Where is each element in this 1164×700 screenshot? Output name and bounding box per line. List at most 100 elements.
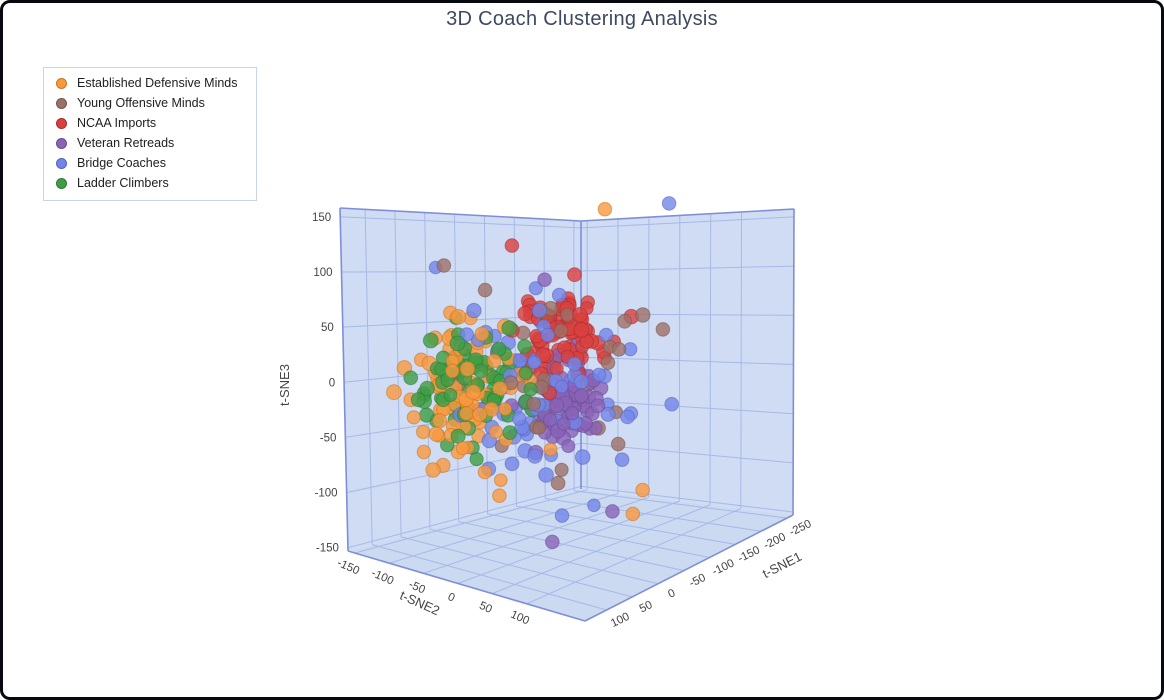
data-point[interactable] [428,426,444,442]
data-point[interactable] [425,462,441,478]
data-point[interactable] [587,498,601,513]
data-point[interactable] [549,361,564,376]
data-point[interactable] [543,412,558,427]
data-point[interactable] [574,388,589,404]
data-point[interactable] [518,366,534,381]
data-point[interactable] [526,396,542,412]
legend-item-0[interactable]: Established Defensive Minds [56,77,238,90]
data-point[interactable] [418,407,435,423]
data-point[interactable] [531,302,548,319]
data-point[interactable] [450,309,467,325]
data-point[interactable] [410,392,426,408]
data-point[interactable] [574,449,591,465]
data-point[interactable] [572,307,588,323]
data-point[interactable] [540,327,555,343]
data-point[interactable] [590,398,606,414]
data-point[interactable] [474,326,490,342]
data-point[interactable] [416,444,432,460]
legend-item-5[interactable]: Ladder Climbers [56,177,238,190]
data-point[interactable] [450,428,466,444]
data-point[interactable] [573,374,590,390]
data-point[interactable] [561,439,576,454]
data-point[interactable] [469,452,484,467]
data-point[interactable] [554,379,569,394]
data-point[interactable] [502,425,518,441]
data-point[interactable] [459,361,476,377]
data-point[interactable] [443,388,458,402]
data-point[interactable] [517,305,534,322]
data-point[interactable] [617,313,632,329]
data-points[interactable] [386,196,680,550]
data-point[interactable] [599,327,614,343]
data-point[interactable] [523,382,538,397]
data-point[interactable] [473,363,489,379]
data-point[interactable] [477,282,493,298]
data-point[interactable] [625,506,641,522]
data-point[interactable] [419,380,436,397]
data-point[interactable] [567,356,582,372]
data-point[interactable] [528,281,543,296]
data-point[interactable] [492,488,507,504]
legend-item-1[interactable]: Young Offensive Minds [56,97,238,110]
data-point[interactable] [422,332,439,349]
data-point[interactable] [556,417,571,431]
data-point[interactable] [543,442,558,457]
data-point[interactable] [537,272,552,288]
data-point[interactable] [573,322,590,338]
data-point[interactable] [445,363,460,379]
data-point[interactable] [436,258,452,273]
data-point[interactable] [635,482,650,498]
data-point[interactable] [449,335,466,352]
data-point[interactable] [600,355,616,371]
data-point[interactable] [614,452,630,468]
data-point[interactable] [504,238,520,253]
data-point[interactable] [592,367,607,382]
data-point[interactable] [635,307,651,323]
data-point[interactable] [472,406,488,422]
data-point[interactable] [403,370,419,386]
data-point[interactable] [492,381,508,397]
data-point[interactable] [465,384,481,400]
data-point[interactable] [664,396,680,412]
data-point[interactable] [488,424,503,439]
data-point[interactable] [406,410,421,425]
data-point[interactable] [527,448,543,464]
data-point[interactable] [610,436,626,452]
data-point[interactable] [487,353,502,369]
data-point[interactable] [611,342,627,357]
data-point[interactable] [567,267,582,283]
data-point[interactable] [501,320,518,337]
data-point[interactable] [554,462,569,477]
data-point[interactable] [527,355,542,370]
data-point[interactable] [532,421,546,435]
data-point[interactable] [661,196,677,211]
data-point[interactable] [554,508,570,523]
legend-item-4[interactable]: Bridge Coaches [56,157,238,170]
data-point[interactable] [477,464,493,480]
data-point[interactable] [620,409,635,425]
data-point[interactable] [560,307,575,322]
data-point[interactable] [551,287,567,303]
data-point[interactable] [553,323,569,339]
data-point[interactable] [494,473,508,488]
data-point[interactable] [459,406,474,421]
data-point[interactable] [605,504,620,519]
data-point[interactable] [511,411,527,426]
data-point[interactable] [432,413,448,429]
data-point[interactable] [545,534,560,550]
data-point[interactable] [498,402,513,416]
data-point[interactable] [386,384,402,401]
data-point[interactable] [504,456,520,472]
legend-item-2[interactable]: NCAA Imports [56,117,238,130]
data-point[interactable] [455,441,470,456]
data-point[interactable] [549,397,565,413]
data-point[interactable] [517,339,532,354]
data-point[interactable] [538,467,554,483]
data-point[interactable] [550,475,566,491]
data-point[interactable] [600,406,616,422]
data-point[interactable] [655,322,671,337]
legend-item-3[interactable]: Veteran Retreads [56,137,238,150]
data-point[interactable] [565,406,580,421]
data-point[interactable] [416,424,431,440]
